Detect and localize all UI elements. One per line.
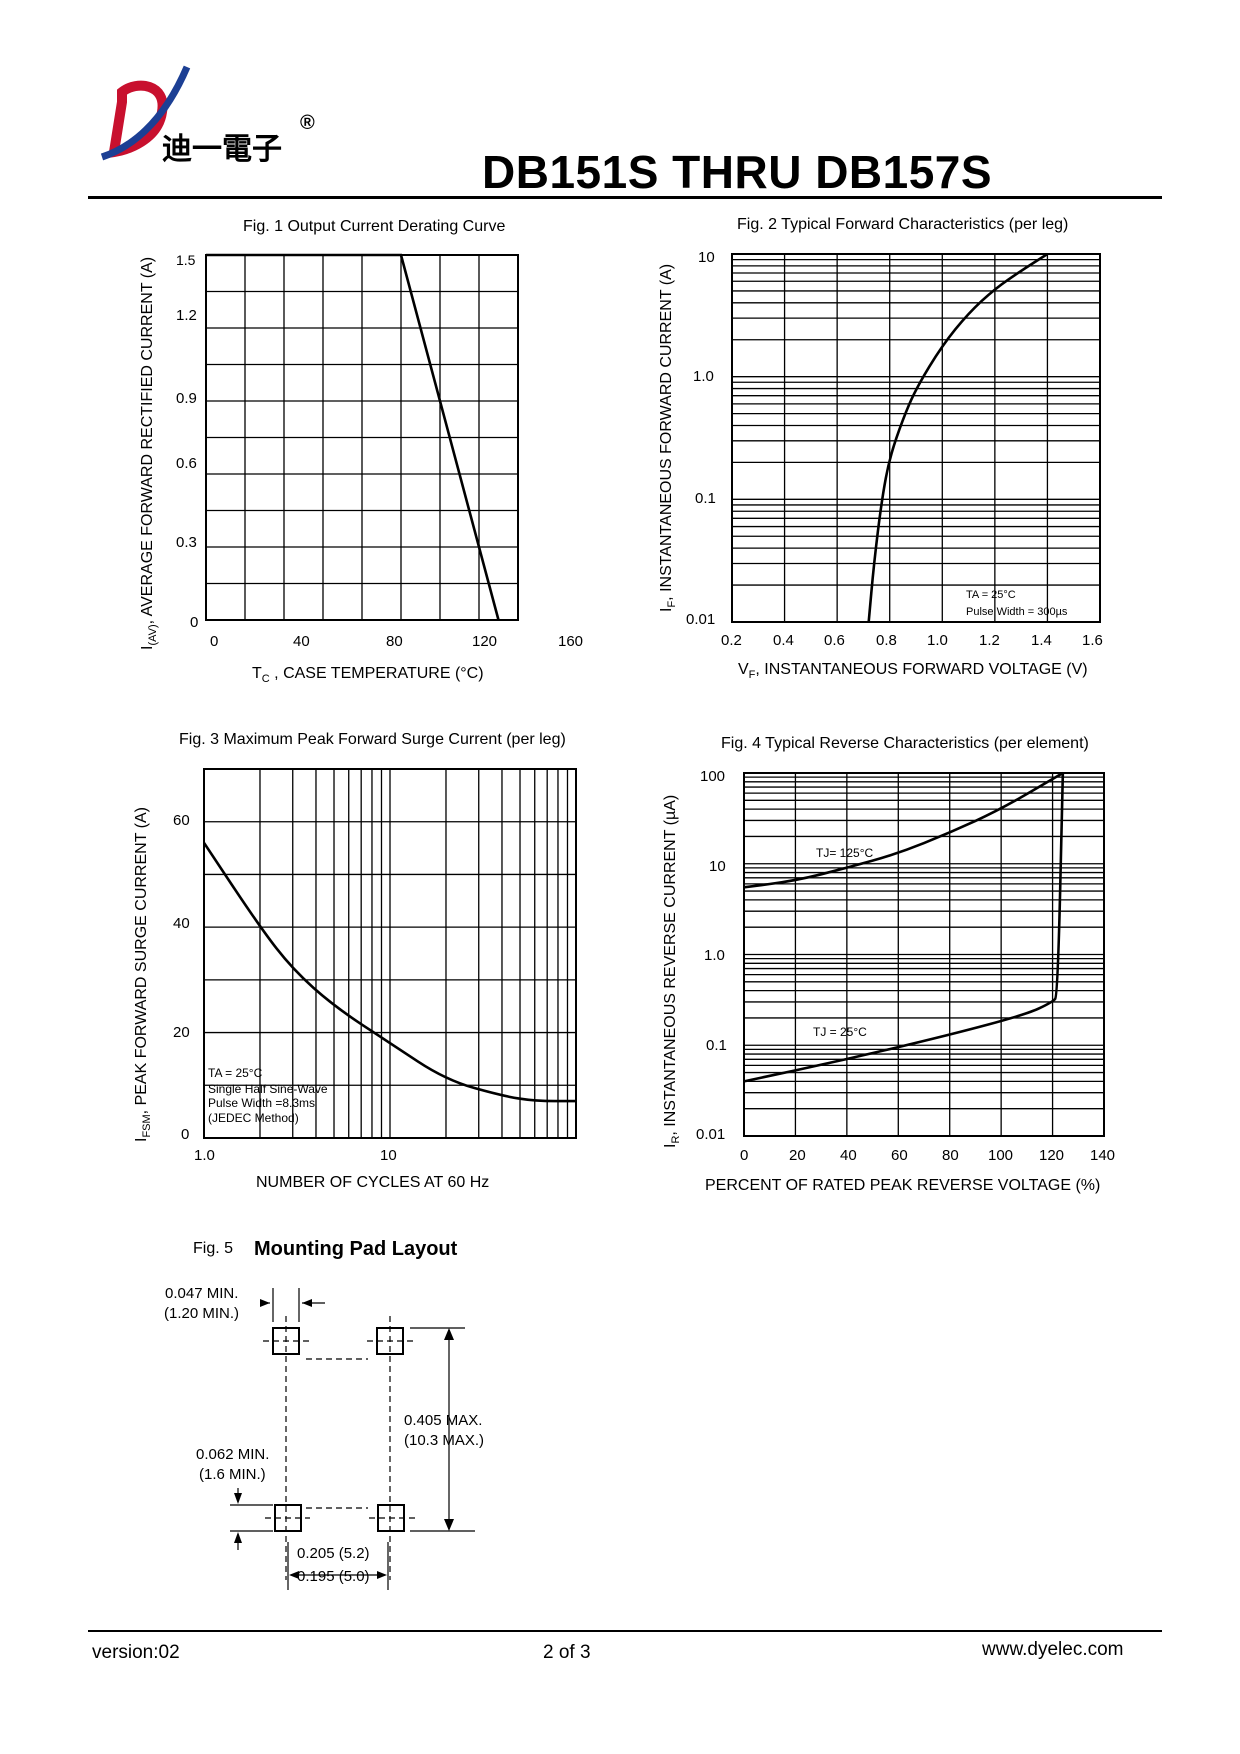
header-rule <box>88 196 1162 199</box>
fig2-ytick: 0.1 <box>695 490 716 507</box>
fig4-xtick: 20 <box>789 1147 806 1164</box>
series-line-0 <box>206 253 500 621</box>
fig4-ytick: 1.0 <box>704 947 725 964</box>
fig1-chart <box>205 253 519 621</box>
fig3-note-method: (JEDEC Method) <box>208 1111 299 1125</box>
fig2-xlabel: VF, INSTANTANEOUS FORWARD VOLTAGE (V) <box>738 661 1088 682</box>
fig5-dim-pad-width-in: 0.047 MIN. <box>165 1285 239 1302</box>
footer-rule <box>88 1630 1162 1632</box>
fig2-xtick: 1.2 <box>979 632 1000 649</box>
fig1-ytick: 0 <box>190 614 199 631</box>
chart-grid <box>206 255 518 620</box>
logo-swoosh <box>100 65 191 161</box>
fig1-ytick: 1.2 <box>176 307 197 324</box>
fig3-xlabel: NUMBER OF CYCLES AT 60 Hz <box>256 1174 490 1191</box>
fig1-ylabel: I(AV), AVERAGE FORWARD RECTIFIED CURRENT… <box>139 256 160 650</box>
fig5-number: Fig. 5 <box>193 1240 234 1257</box>
fig2-xtick: 1.0 <box>927 632 948 649</box>
series-line-1 <box>743 772 1065 1083</box>
fig5-dim-pad-width-mm: (1.20 MIN.) <box>164 1305 240 1322</box>
company-logo <box>100 65 191 161</box>
footer-website-link[interactable]: www.dyelec.com <box>982 1639 1124 1660</box>
fig4-chart <box>743 771 1105 1137</box>
fig5-dim-pitch-max: 0.205 (5.2) <box>297 1545 370 1562</box>
fig1-xtick: 120 <box>472 633 498 650</box>
fig1-xtick: 160 <box>558 633 584 650</box>
fig1-xtick: 40 <box>293 633 310 650</box>
document-title: DB151S THRU DB157S <box>482 146 993 198</box>
fig1-xlabel: TC , CASE TEMPERATURE (°C) <box>252 665 484 686</box>
fig1-ytick: 0.3 <box>176 534 197 551</box>
chart-grid <box>744 773 1104 1136</box>
fig1-ytick: 0.6 <box>176 455 197 472</box>
fig4-xtick: 60 <box>891 1147 908 1164</box>
fig5-dim-pitch-min: 0.195 (5.0) <box>297 1568 370 1585</box>
footer-version: version:02 <box>92 1642 180 1663</box>
fig3-title: Fig. 3 Maximum Peak Forward Surge Curren… <box>179 731 566 748</box>
fig1-xtick: 80 <box>386 633 403 650</box>
fig4-xtick: 140 <box>1090 1147 1116 1164</box>
chart-grid <box>732 254 1100 622</box>
series-line-0 <box>202 842 576 1103</box>
fig2-note-temp: TA = 25°C <box>966 589 1016 601</box>
fig2-ytick: 0.01 <box>686 611 716 628</box>
fig3-chart <box>202 768 577 1139</box>
fig4-ytick: 100 <box>700 768 726 785</box>
chart-frame <box>731 253 1101 623</box>
fig4-title: Fig. 4 Typical Reverse Characteristics (… <box>721 735 1089 752</box>
company-name-cn: 迪一電子 <box>162 132 282 167</box>
fig1-xtick: 0 <box>210 633 219 650</box>
registered-mark: ® <box>300 112 315 134</box>
chart-frame <box>743 772 1105 1137</box>
fig2-ytick: 1.0 <box>693 368 714 385</box>
fig4-series-label-hot: TJ= 125°C <box>816 846 874 860</box>
fig3-ytick: 0 <box>181 1126 190 1143</box>
fig2-xtick: 1.4 <box>1031 632 1052 649</box>
fig5-dim-overall-in: 0.405 MAX. <box>404 1412 483 1429</box>
fig4-xtick: 100 <box>988 1147 1014 1164</box>
fig5-title: Mounting Pad Layout <box>254 1238 458 1260</box>
fig2-xtick: 0.2 <box>721 632 742 649</box>
fig3-xtick: 10 <box>380 1147 397 1164</box>
fig4-ylabel: IR, INSTANTANEOUS REVERSE CURRENT (µA) <box>662 794 683 1148</box>
series-line-0 <box>743 771 1064 889</box>
fig4-ytick: 10 <box>709 858 726 875</box>
fig4-xtick: 120 <box>1039 1147 1065 1164</box>
fig3-ytick: 40 <box>173 915 190 932</box>
fig2-xtick: 1.6 <box>1082 632 1103 649</box>
fig2-note-pulse: Pulse Width = 300µs <box>966 606 1068 618</box>
fig4-xlabel: PERCENT OF RATED PEAK REVERSE VOLTAGE (%… <box>705 1177 1101 1194</box>
fig5-dim-pad-height-mm: (1.6 MIN.) <box>199 1466 266 1483</box>
fig1-ytick: 1.5 <box>176 252 196 268</box>
fig3-xtick: 1.0 <box>194 1147 215 1164</box>
fig1-ytick: 0.9 <box>176 390 197 407</box>
fig4-xtick: 80 <box>942 1147 959 1164</box>
mounting-pad-drawing <box>230 1288 475 1590</box>
fig2-xtick: 0.8 <box>876 632 897 649</box>
fig3-ytick: 20 <box>173 1024 190 1041</box>
fig2-xtick: 0.4 <box>773 632 794 649</box>
fig5-dim-pad-height-in: 0.062 MIN. <box>196 1446 270 1463</box>
fig4-ytick: 0.1 <box>706 1037 727 1054</box>
fig5-dim-overall-mm: (10.3 MAX.) <box>404 1432 485 1449</box>
fig2-chart <box>731 252 1101 623</box>
chart-frame <box>203 768 577 1139</box>
fig2-title: Fig. 2 Typical Forward Characteristics (… <box>737 216 1069 233</box>
fig4-series-label-cold: TJ = 25°C <box>813 1025 867 1039</box>
fig4-xtick: 0 <box>740 1147 749 1164</box>
footer-page-number: 2 of 3 <box>543 1642 591 1663</box>
fig3-note-temp: TA = 25°C <box>208 1066 263 1080</box>
fig2-ytick: 10 <box>698 249 715 266</box>
fig4-ytick: 0.01 <box>696 1126 726 1143</box>
fig4-xtick: 40 <box>840 1147 857 1164</box>
fig3-note-pulse: Pulse Width =8.3ms <box>208 1096 316 1110</box>
fig2-xtick: 0.6 <box>824 632 845 649</box>
series-line-0 <box>867 252 1049 623</box>
fig3-note-wave: Single Half Sine-Wave <box>208 1082 328 1096</box>
fig2-ylabel: IF, INSTANTANEOUS FORWARD CURRENT (A) <box>658 263 679 612</box>
fig3-ylabel: IFSM, PEAK FORWARD SURGE CURRENT (A) <box>133 807 154 1142</box>
fig3-ytick: 60 <box>173 812 190 829</box>
fig1-title: Fig. 1 Output Current Derating Curve <box>243 218 506 235</box>
